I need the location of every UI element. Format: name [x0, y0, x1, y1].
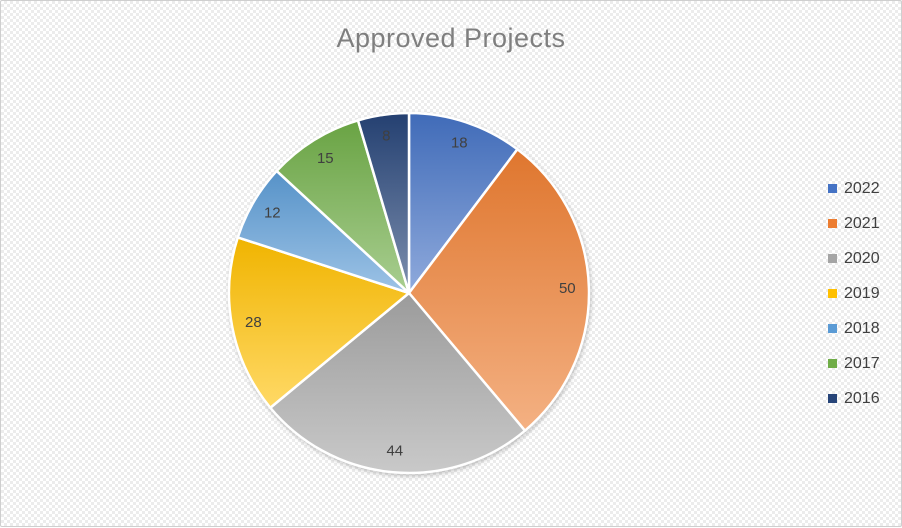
- legend-label: 2019: [844, 285, 880, 302]
- legend-item-2021[interactable]: 2021: [828, 215, 880, 232]
- pie-slice-2020[interactable]: [269, 291, 527, 475]
- pie-slice-2019[interactable]: [227, 236, 411, 409]
- legend-swatch-icon: [828, 359, 837, 368]
- legend-item-2020[interactable]: 2020: [828, 250, 880, 267]
- legend-item-2019[interactable]: 2019: [828, 285, 880, 302]
- legend-swatch-icon: [828, 289, 837, 298]
- legend-swatch-icon: [828, 219, 837, 228]
- legend-item-2022[interactable]: 2022: [828, 180, 880, 197]
- legend-item-2018[interactable]: 2018: [828, 320, 880, 337]
- legend-swatch-icon: [828, 394, 837, 403]
- legend-item-2017[interactable]: 2017: [828, 355, 880, 372]
- legend-label: 2016: [844, 390, 880, 407]
- legend-swatch-icon: [828, 254, 837, 263]
- pie-slice-2016[interactable]: [356, 111, 411, 295]
- legend-swatch-icon: [828, 324, 837, 333]
- legend-label: 2020: [844, 250, 880, 267]
- legend: 2022 2021 2020 2019 2018 2017 2016: [828, 180, 880, 407]
- pie-slice-2022[interactable]: [407, 111, 519, 295]
- chart-title[interactable]: Approved Projects: [336, 23, 566, 53]
- pie-slice-2021[interactable]: [407, 148, 591, 432]
- legend-label: 2018: [844, 320, 880, 337]
- legend-swatch-icon: [828, 184, 837, 193]
- legend-label: 2021: [844, 215, 880, 232]
- legend-item-2016[interactable]: 2016: [828, 390, 880, 407]
- legend-label: 2022: [844, 180, 880, 197]
- pie-slice-2017[interactable]: [275, 119, 411, 295]
- legend-label: 2017: [844, 355, 880, 372]
